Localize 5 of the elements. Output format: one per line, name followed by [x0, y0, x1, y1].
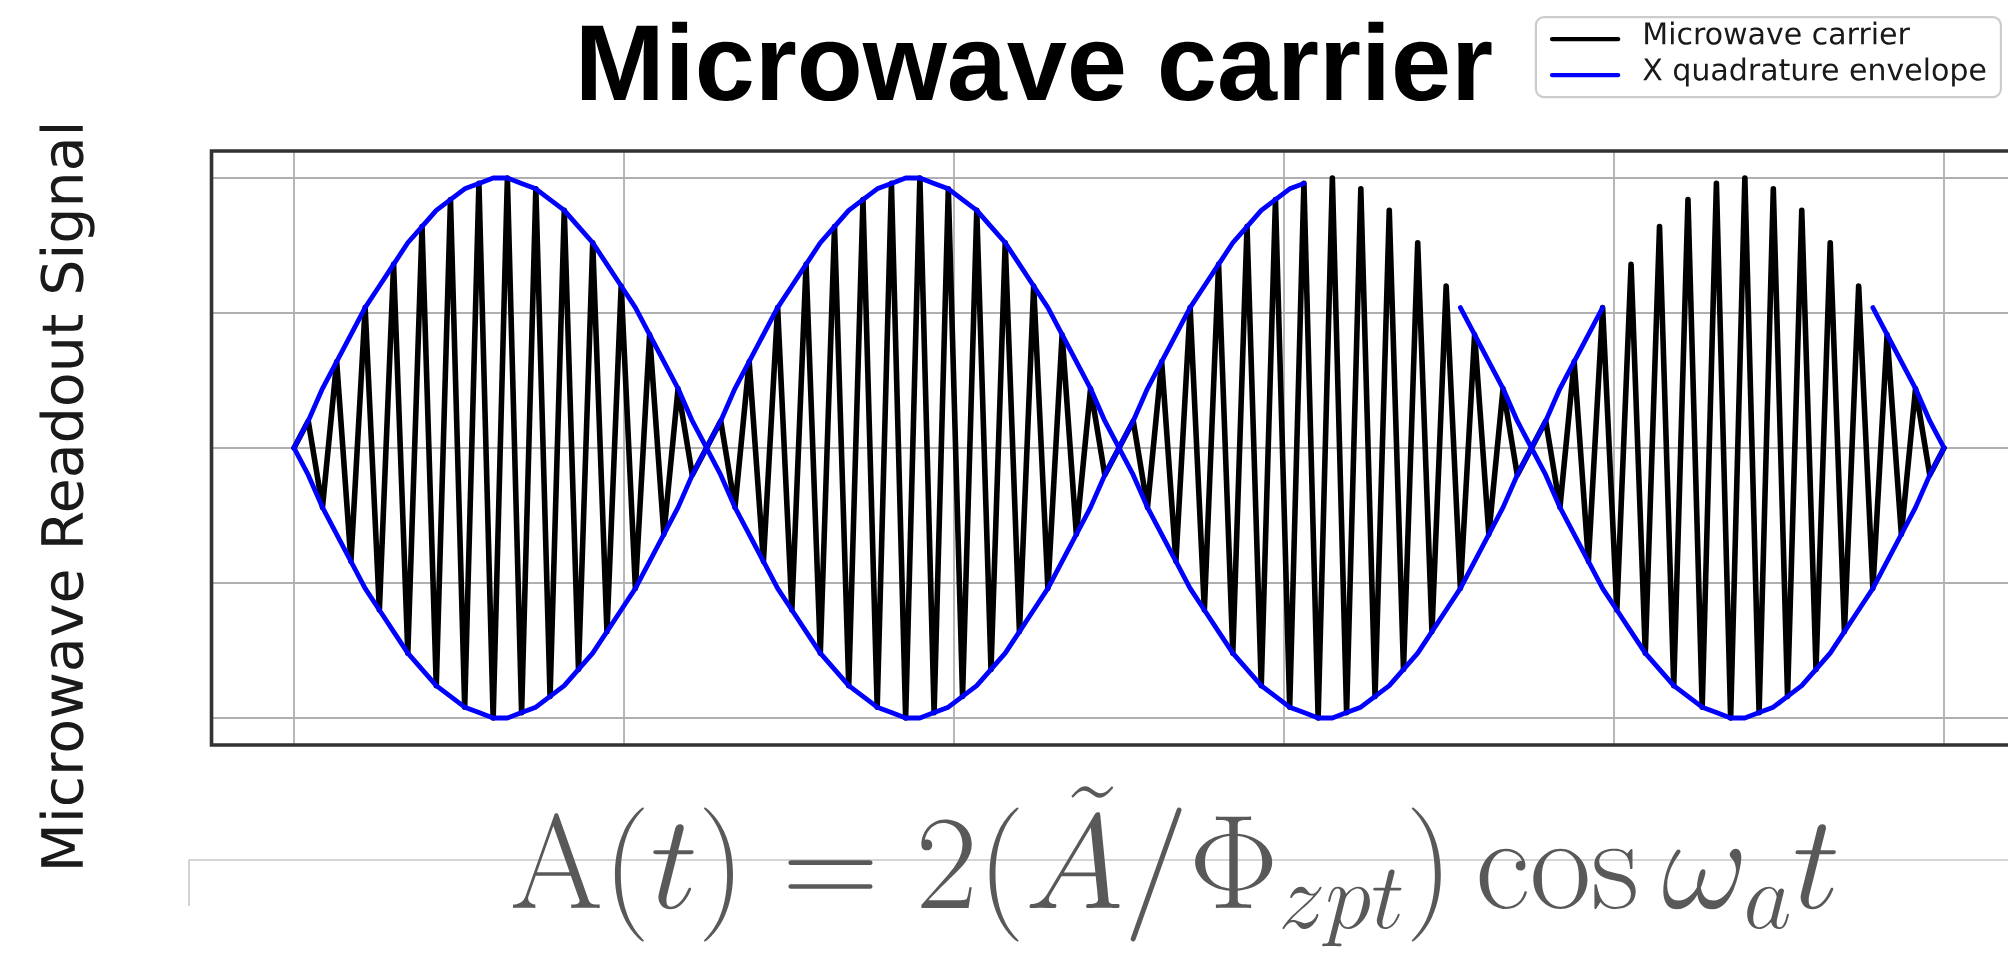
legend-label: Microwave carrier: [1645, 21, 1910, 45]
text: $\mathrm{A}(t)=2\big(\tilde{A}/\Phi_{zpt}\big)\cos\omega_{a}t$: [513, 786, 1836, 947]
chart-title: Microwave carrier: [581, 21, 1492, 102]
y-axis-title: Microwave Readout Signal: [39, 125, 95, 867]
legend-label: X quadrature envelope: [1643, 57, 1986, 87]
